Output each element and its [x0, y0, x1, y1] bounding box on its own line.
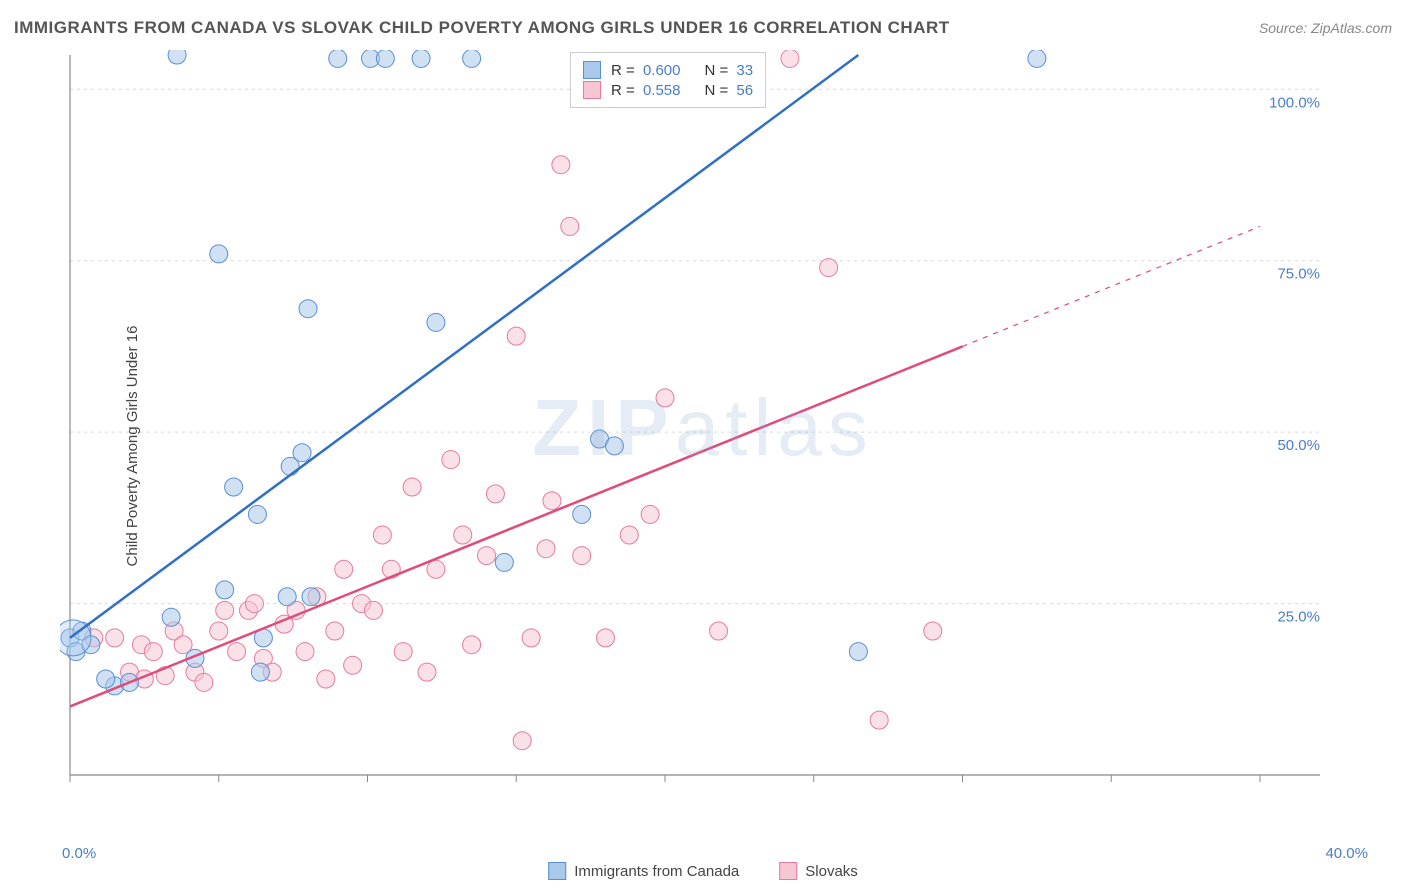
legend-item-series1: Immigrants from Canada — [548, 862, 739, 880]
legend-stats-series1: R = 0.600 N = 33 — [583, 61, 753, 79]
svg-text:50.0%: 50.0% — [1277, 437, 1320, 454]
svg-text:25.0%: 25.0% — [1277, 609, 1320, 626]
series2-swatch — [583, 81, 601, 99]
legend-item-series2: Slovaks — [779, 862, 858, 880]
x-axis-max-label: 40.0% — [1325, 845, 1368, 862]
scatter-chart: 25.0% 50.0% 75.0% 100.0% — [60, 50, 1380, 820]
series-legend: Immigrants from Canada Slovaks — [548, 862, 858, 880]
svg-text:75.0%: 75.0% — [1277, 266, 1320, 283]
legend-stats-series2: R = 0.558 N = 56 — [583, 81, 753, 99]
svg-text:100.0%: 100.0% — [1269, 94, 1320, 111]
correlation-stats-legend: R = 0.600 N = 33 R = 0.558 N = 56 — [570, 52, 766, 108]
chart-title: IMMIGRANTS FROM CANADA VS SLOVAK CHILD P… — [14, 18, 950, 38]
series2-swatch-icon — [779, 862, 797, 880]
source-attribution: Source: ZipAtlas.com — [1259, 20, 1392, 36]
x-axis-min-label: 0.0% — [62, 845, 96, 862]
series1-swatch — [583, 61, 601, 79]
series1-swatch-icon — [548, 862, 566, 880]
